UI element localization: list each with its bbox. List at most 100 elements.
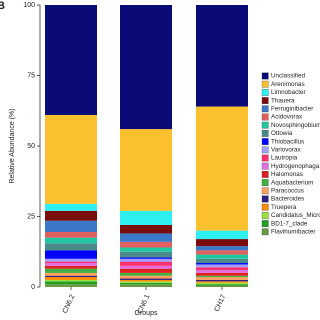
legend-label: Variovorax [271, 146, 301, 153]
bar-segment [196, 275, 248, 278]
legend-swatch [261, 162, 269, 170]
bar-segment [120, 279, 172, 282]
bar-segment [120, 5, 172, 130]
bar-segment [120, 210, 172, 225]
legend-label: Lautropia [271, 155, 298, 162]
legend-swatch [261, 72, 269, 80]
bar-segment [45, 220, 97, 233]
legend-swatch [261, 80, 269, 88]
bar-segment [45, 281, 97, 285]
y-tick-label: 0 [31, 284, 35, 291]
y-tick-label: 75 [27, 72, 35, 79]
bar-segment [120, 247, 172, 252]
y-axis-title: Relative Abundance (%) [9, 108, 16, 183]
bar-segment [45, 272, 97, 276]
bar-segment [120, 268, 172, 273]
bar-segment [45, 114, 97, 204]
bar-segment [196, 246, 248, 251]
legend-label: Limnobacter [271, 89, 306, 96]
bar-segment [120, 265, 172, 269]
bar-segment [120, 129, 172, 211]
legend-swatch [261, 187, 269, 195]
bar-segment [196, 254, 248, 259]
legend-swatch [261, 154, 269, 162]
bar-segment [196, 106, 248, 231]
bar-segment [196, 239, 248, 247]
bar-segment [196, 285, 248, 287]
bar-segment [196, 267, 248, 271]
legend-label: Acidovorax [271, 114, 303, 121]
bar-segment [196, 270, 248, 273]
legend-swatch [261, 171, 269, 178]
legend-label: Bacteroides [271, 196, 304, 203]
bar-segment [196, 230, 248, 240]
bar-segment [45, 258, 97, 262]
bar-segment [45, 243, 97, 251]
bar-segment [45, 261, 97, 264]
legend-swatch [261, 113, 269, 121]
x-axis-title: Groups [135, 310, 158, 317]
bar-segment [196, 282, 248, 285]
bar-segment [45, 284, 97, 287]
legend-label: Truepera [271, 204, 297, 211]
bar-segment [120, 278, 172, 280]
bar-segment [45, 265, 97, 269]
legend-swatch [261, 179, 269, 186]
bar-segment [120, 282, 172, 285]
legend-swatch [261, 220, 269, 227]
legend-label: Flavihumibacter [271, 228, 315, 235]
y-tick-label: 25 [27, 213, 35, 220]
legend-swatch [261, 121, 269, 129]
legend-label: Ferruginibacter [271, 105, 313, 112]
legend-swatch [261, 130, 269, 137]
legend-label: Hydrogenophaga [271, 163, 320, 170]
bar-segment [45, 210, 97, 221]
legend-label: Candidatus_Micro [271, 212, 320, 219]
legend-label: Ottowia [271, 130, 293, 137]
y-tick-label: 50 [27, 143, 35, 150]
bar-segment [45, 237, 97, 244]
bar-segment [120, 233, 172, 242]
bar-segment [120, 281, 172, 283]
bar-segment [45, 263, 97, 266]
legend-label: Paracoccus [271, 187, 304, 194]
bar-segment [45, 268, 97, 273]
legend-label: Unclassified [271, 73, 305, 80]
bar-segment [120, 258, 172, 262]
legend-label: Thiobacillus [271, 138, 304, 145]
bar-segment [45, 203, 97, 211]
bar-segment [45, 232, 97, 238]
legend-swatch [261, 146, 269, 154]
bar-segment [120, 261, 172, 266]
panel-label: B [0, 0, 5, 12]
legend-swatch [261, 203, 269, 211]
legend-label: Novosphingobium [271, 122, 320, 129]
legend-swatch [261, 138, 269, 145]
bar-segment [196, 5, 248, 107]
bar-segment [196, 272, 248, 276]
legend-label: Halomonas [271, 171, 303, 178]
legend-label: Arenimonas [271, 81, 305, 88]
bar-segment [196, 277, 248, 280]
legend-swatch [261, 195, 269, 203]
legend-label: Thauera [271, 97, 295, 104]
bar-segment [196, 281, 248, 283]
x-tick-label: CN6.2 [62, 294, 77, 315]
bar-segment [120, 257, 172, 259]
bar-segment [45, 277, 97, 280]
bar-segment [120, 224, 172, 234]
x-tick-label: CH17 [214, 294, 228, 313]
legend-label: BD1-7_clade [271, 220, 308, 227]
bar-segment [45, 275, 97, 278]
bar-segment [45, 250, 97, 259]
bar-segment [120, 272, 172, 276]
y-tick-label: 100 [23, 2, 35, 9]
bar-segment [45, 5, 97, 115]
bar-segment [45, 279, 97, 282]
bar-segment [196, 279, 248, 282]
legend-swatch [261, 212, 269, 219]
legend-swatch [261, 228, 269, 236]
legend-swatch [261, 89, 269, 96]
legend-swatch [261, 97, 269, 104]
